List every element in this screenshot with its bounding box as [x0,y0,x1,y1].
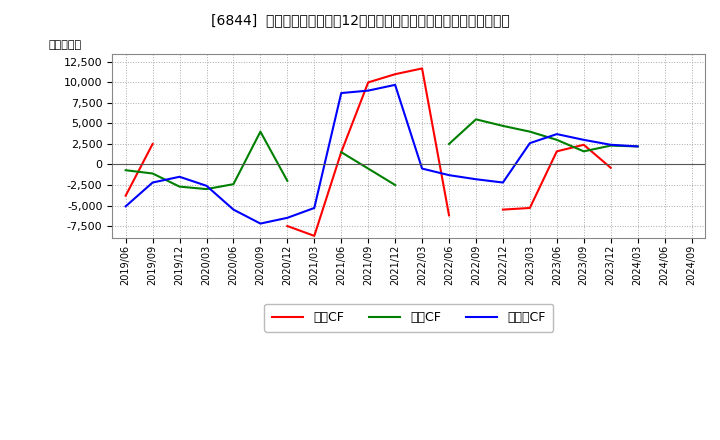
Text: [6844]  キャッシュフローの12か月移動合計の対前年同期増減額の推移: [6844] キャッシュフローの12か月移動合計の対前年同期増減額の推移 [211,13,509,27]
Legend: 営業CF, 投資CF, フリーCF: 営業CF, 投資CF, フリーCF [264,304,553,332]
Y-axis label: （百万円）: （百万円） [48,40,81,50]
